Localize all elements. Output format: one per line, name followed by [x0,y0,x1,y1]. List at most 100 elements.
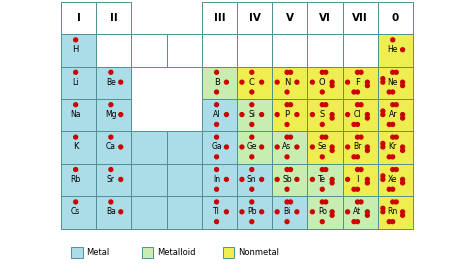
Bar [61,164,96,196]
Text: Ar: Ar [389,110,397,119]
Text: VI: VI [319,13,331,23]
Text: Ge: Ge [246,143,257,151]
Text: Sb: Sb [282,175,292,184]
Circle shape [346,145,349,149]
Bar [308,131,343,164]
Bar [202,2,237,34]
Circle shape [401,177,404,181]
Bar [61,34,96,66]
Text: Nonmetal: Nonmetal [237,248,279,257]
Bar [61,99,96,131]
Circle shape [391,220,395,224]
Bar [237,2,272,34]
Bar [378,66,413,99]
Circle shape [401,48,404,52]
Text: Sr: Sr [107,175,115,184]
Bar [308,66,343,99]
Circle shape [240,113,244,117]
Text: S: S [319,110,325,119]
Bar [272,2,308,34]
Circle shape [387,122,391,126]
Circle shape [215,155,219,159]
Circle shape [275,210,279,214]
Circle shape [365,213,369,217]
Circle shape [387,155,391,159]
Text: H: H [73,45,79,54]
Text: As: As [283,143,292,151]
Circle shape [346,177,349,181]
Text: Tl: Tl [213,207,220,216]
Circle shape [73,168,78,172]
Circle shape [401,84,404,88]
Circle shape [391,168,395,172]
Bar [61,131,96,164]
Text: K: K [73,143,78,151]
Text: Te: Te [318,175,326,184]
Circle shape [381,142,385,146]
Circle shape [394,200,398,204]
Bar [272,131,308,164]
Text: V: V [286,13,294,23]
Text: Mg: Mg [105,110,117,119]
Bar [96,99,131,131]
Circle shape [289,135,292,139]
Bar [272,99,308,131]
Circle shape [250,220,254,224]
Circle shape [330,113,334,117]
Text: Po: Po [318,207,327,216]
Circle shape [381,113,385,117]
Circle shape [285,90,289,94]
Text: Al: Al [213,110,220,119]
Circle shape [320,168,324,172]
Circle shape [352,122,356,126]
Circle shape [285,155,289,159]
Circle shape [275,113,279,117]
Bar [166,164,202,196]
Text: Kr: Kr [389,143,397,151]
Bar [343,2,378,34]
Circle shape [387,187,391,191]
Circle shape [381,80,385,84]
Circle shape [330,210,334,214]
Text: Na: Na [70,110,81,119]
Circle shape [295,177,299,181]
Circle shape [73,103,78,107]
Bar [308,2,343,34]
Text: Xe: Xe [388,175,398,184]
Circle shape [250,70,254,74]
Circle shape [275,145,279,149]
Bar [61,2,96,34]
Text: He: He [388,45,398,54]
Bar [96,164,131,196]
Bar [237,99,272,131]
Circle shape [73,135,78,139]
Circle shape [352,220,356,224]
Circle shape [359,200,363,204]
Circle shape [391,155,395,159]
Circle shape [285,103,289,107]
Circle shape [356,103,359,107]
Circle shape [250,103,254,107]
Circle shape [295,210,299,214]
Circle shape [394,70,398,74]
Text: Rb: Rb [71,175,81,184]
Text: II: II [110,13,118,23]
Circle shape [215,90,219,94]
Circle shape [346,113,349,117]
Circle shape [330,80,334,84]
Circle shape [391,38,395,42]
Circle shape [391,187,395,191]
Circle shape [359,168,363,172]
Bar [72,247,82,258]
Circle shape [240,210,244,214]
Circle shape [391,70,395,74]
Text: III: III [214,13,225,23]
Bar [142,247,153,258]
Circle shape [119,177,123,181]
Circle shape [275,80,279,84]
Circle shape [394,168,398,172]
Circle shape [310,80,314,84]
Circle shape [365,113,369,117]
Circle shape [365,177,369,181]
Circle shape [119,210,123,214]
